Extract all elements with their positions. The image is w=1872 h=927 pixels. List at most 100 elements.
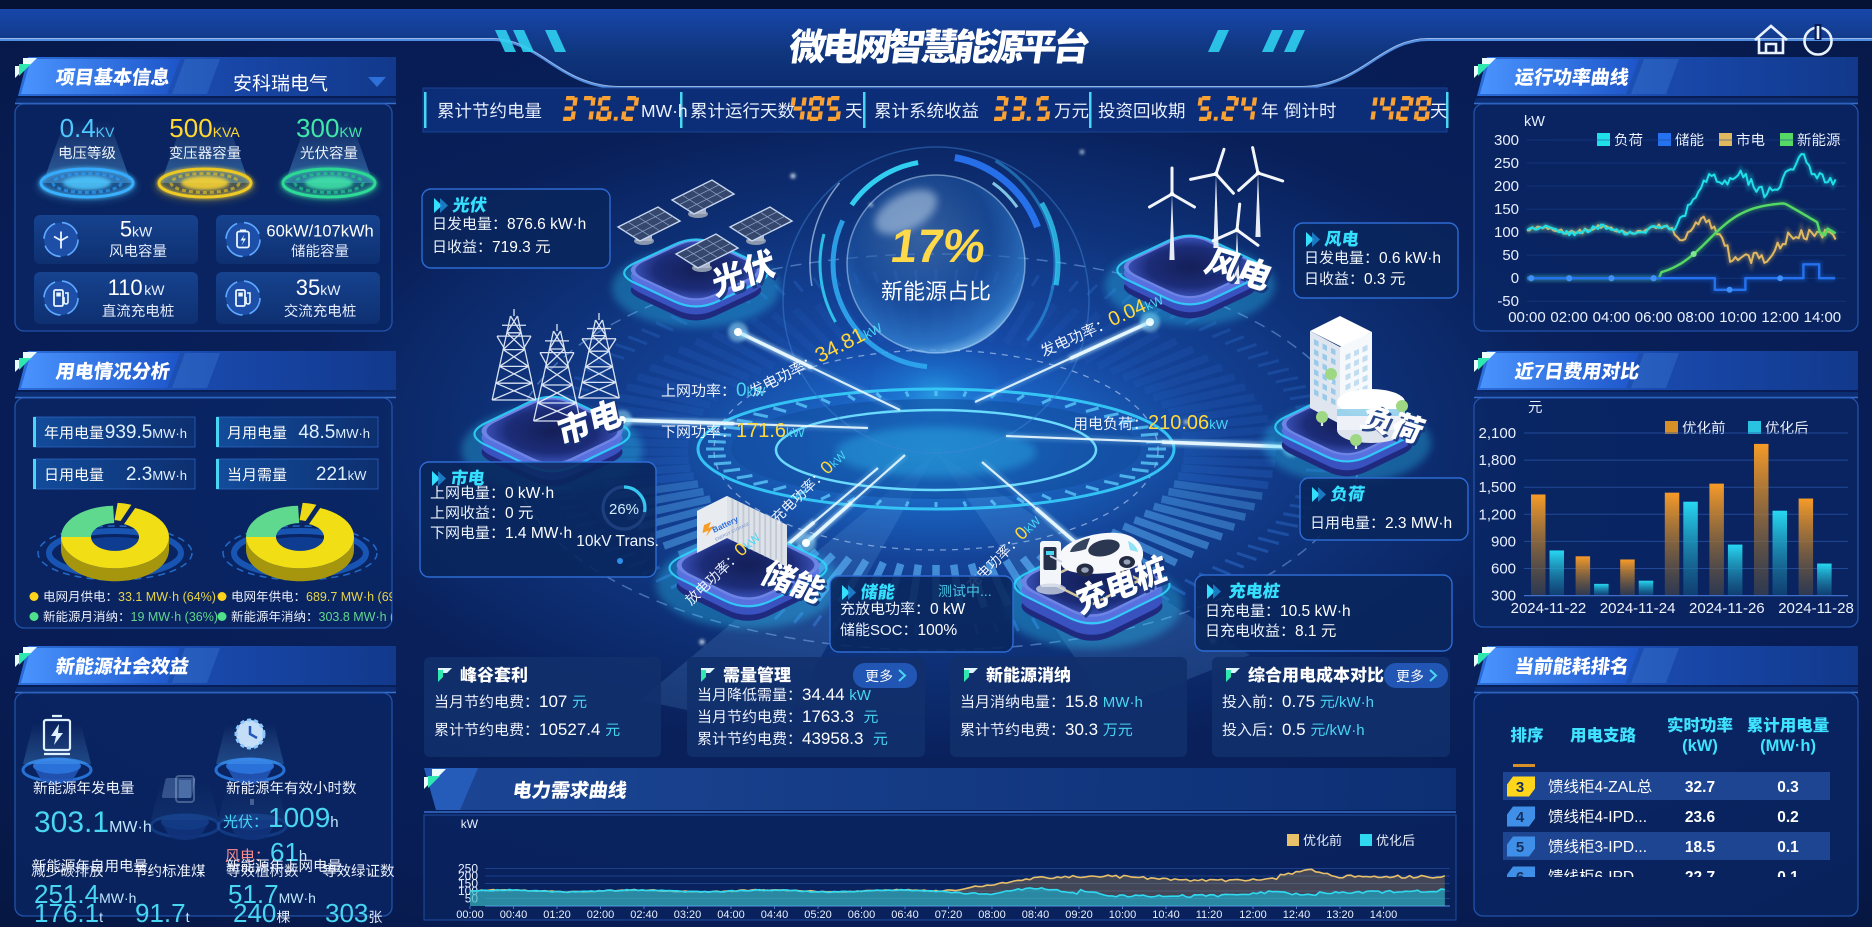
svg-text:14:00: 14:00 [1804,309,1842,326]
svg-text:14:00: 14:00 [1370,909,1398,921]
svg-text:251.4: 251.4 [34,879,99,909]
svg-text:08:00: 08:00 [978,909,1006,921]
svg-text:689.7 MW·h (69%): 689.7 MW·h (69%) [306,590,411,604]
svg-text:13:20: 13:20 [1326,909,1354,921]
svg-text:3: 3 [1516,779,1524,796]
svg-text:4-ZAL: 4-ZAL [1595,779,1638,796]
svg-text:210.06: 210.06 [1148,412,1209,434]
svg-text:kW: kW [786,425,806,440]
svg-text:6-IPD: 6-IPD [1595,869,1635,886]
svg-text:32.7: 32.7 [1685,779,1715,796]
svg-text:12:00: 12:00 [1761,309,1799,326]
svg-text:12:00: 12:00 [1239,909,1267,921]
svg-text:...: ... [980,583,992,599]
svg-text:2.3 MW·h: 2.3 MW·h [1385,515,1452,532]
svg-text:MW·h: MW·h [641,101,688,121]
svg-text:43958.3: 43958.3 [802,729,863,748]
svg-text:03:20: 03:20 [674,909,702,921]
svg-text:h: h [299,848,307,865]
svg-text:23.6: 23.6 [1685,809,1716,826]
svg-text:91.7: 91.7 [135,898,186,927]
svg-text:/kW·h: /kW·h [1335,694,1374,711]
svg-text:4-IPD...: 4-IPD... [1595,809,1648,826]
svg-text:303: 303 [325,898,368,927]
svg-text:10:00: 10:00 [1109,909,1137,921]
svg-text:kW: kW [132,224,153,240]
svg-text:(kW): (kW) [1682,737,1718,755]
svg-text:05:20: 05:20 [804,909,832,921]
svg-text:0.5: 0.5 [1282,720,1306,739]
svg-text:5: 5 [1516,839,1524,856]
svg-text:MW·h: MW·h [109,819,152,836]
svg-text:51.7: 51.7 [228,879,279,909]
svg-text:240: 240 [233,898,276,927]
svg-text:00:40: 00:40 [500,909,528,921]
svg-text:0 kW: 0 kW [930,601,966,618]
svg-text:kW: kW [348,468,368,483]
svg-text:110: 110 [108,275,143,300]
svg-text:06:00: 06:00 [1635,309,1673,326]
svg-text:t: t [186,909,190,925]
svg-text:kW: kW [320,282,341,298]
svg-text:35: 35 [296,275,320,300]
svg-text:t: t [99,909,103,925]
svg-text:48.5: 48.5 [298,422,335,443]
svg-text:1.4 MW·h: 1.4 MW·h [505,525,572,542]
svg-text:MW·h: MW·h [1103,694,1143,711]
svg-text:0.1: 0.1 [1777,839,1799,856]
svg-text:0.2: 0.2 [1777,809,1799,826]
svg-text:1009: 1009 [268,802,330,833]
svg-text:MW·h: MW·h [279,890,316,906]
svg-text:1,800: 1,800 [1479,452,1517,469]
svg-text:kW: kW [1209,417,1229,432]
svg-text:15.8: 15.8 [1065,692,1098,711]
svg-text:0.3: 0.3 [1364,271,1386,288]
svg-text:07:20: 07:20 [935,909,963,921]
svg-text:10.5 kW·h: 10.5 kW·h [1280,603,1351,620]
svg-text:MW·h: MW·h [99,890,136,906]
svg-text:kW: kW [1524,114,1545,130]
svg-text:-50: -50 [1497,293,1519,310]
svg-text:100%: 100% [918,622,958,639]
svg-text:MW·h: MW·h [335,426,370,441]
svg-text:kW: kW [849,687,872,704]
svg-text:22.7: 22.7 [1685,869,1715,886]
svg-text:5: 5 [120,217,132,242]
svg-text:02:00: 02:00 [587,909,615,921]
svg-text:1,500: 1,500 [1479,479,1517,496]
svg-text:250: 250 [458,862,478,876]
svg-text:500: 500 [169,113,212,143]
svg-text:1,200: 1,200 [1479,506,1517,523]
svg-text:171.6: 171.6 [736,420,786,442]
svg-text:02:00: 02:00 [1550,309,1588,326]
svg-text:00:00: 00:00 [1508,309,1546,326]
svg-text:kW: kW [461,817,479,831]
svg-text:3-IPD...: 3-IPD... [1595,839,1648,856]
svg-text:MW·h: MW·h [152,468,187,483]
svg-text:1763.3: 1763.3 [802,707,854,726]
svg-text:100: 100 [1494,224,1519,241]
svg-text:17%: 17% [887,220,988,273]
svg-text:900: 900 [1491,533,1516,550]
svg-text:0.6 kW·h: 0.6 kW·h [1379,250,1441,267]
svg-text:34.44: 34.44 [802,685,845,704]
svg-text:200: 200 [1494,178,1519,195]
svg-text:2024-11-26: 2024-11-26 [1689,600,1765,617]
svg-text:0: 0 [1511,270,1519,287]
svg-text:176.1: 176.1 [34,898,99,927]
svg-text:2.3: 2.3 [126,464,152,485]
svg-text:10kV Trans.: 10kV Trans. [576,533,659,550]
svg-text:08:00: 08:00 [1677,309,1715,326]
svg-text:10:40: 10:40 [1152,909,1180,921]
svg-text:303.8 MW·h (31%): 303.8 MW·h (31%) [319,610,424,624]
svg-text:04:00: 04:00 [717,909,745,921]
svg-text:04:40: 04:40 [761,909,789,921]
svg-text:876.6 kW·h: 876.6 kW·h [507,216,586,233]
svg-text:MW·h: MW·h [152,426,187,441]
svg-text:10:00: 10:00 [1719,309,1757,326]
svg-text:h: h [330,814,338,831]
svg-text:19 MW·h (36%): 19 MW·h (36%) [131,610,219,624]
svg-text:6: 6 [1516,869,1524,886]
svg-text:2,100: 2,100 [1479,425,1517,442]
svg-text:(MW·h): (MW·h) [1760,737,1816,755]
